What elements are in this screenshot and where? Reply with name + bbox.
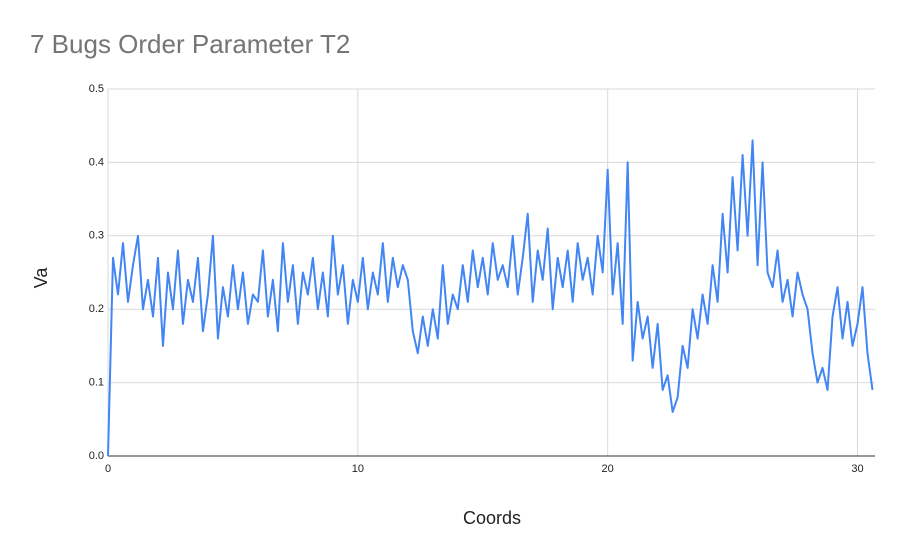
y-tick-label: 0.4 (89, 156, 104, 168)
y-tick-label: 0.3 (89, 230, 104, 242)
x-tick-label: 20 (602, 463, 614, 475)
y-tick-label: 0.0 (89, 450, 104, 462)
chart-title: 7 Bugs Order Parameter T2 (30, 29, 350, 59)
y-tick-label: 0.5 (89, 83, 104, 95)
x-tick-label: 0 (105, 463, 111, 475)
x-axis-label: Coords (463, 508, 521, 528)
y-tick-label: 0.2 (89, 303, 104, 315)
y-tick-label: 0.1 (89, 377, 104, 389)
data-line (107, 139, 874, 457)
y-axis-label: Va (31, 267, 51, 289)
x-tick-label: 30 (851, 463, 863, 475)
x-tick-label: 10 (352, 463, 364, 475)
